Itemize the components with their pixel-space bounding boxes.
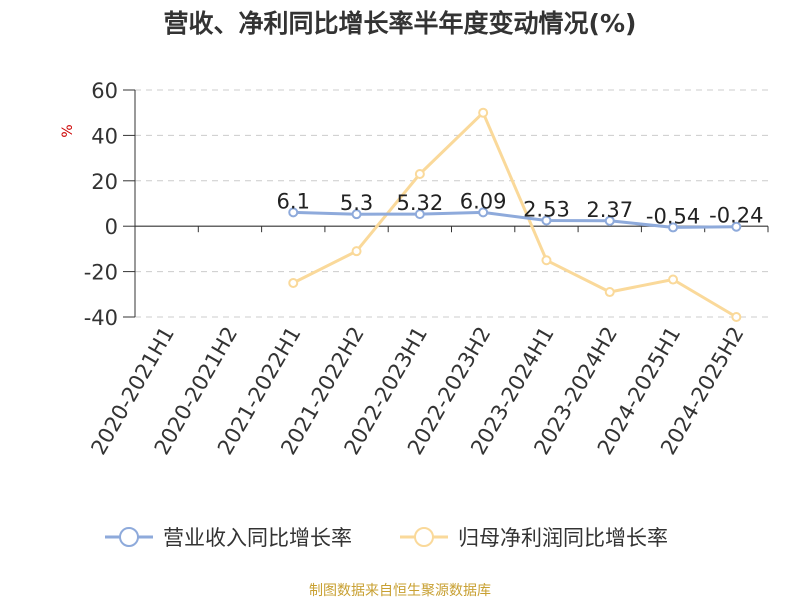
data-point [414, 168, 425, 179]
y-tick-label: 20 [91, 170, 118, 194]
data-point [668, 274, 679, 285]
data-point [288, 207, 299, 218]
y-tick-label: -40 [84, 306, 118, 330]
y-axis-label: % [60, 124, 76, 137]
data-point [288, 277, 299, 288]
axis-layer: 6040200-20-40%2020-2021H12020-2021H22021… [60, 79, 769, 459]
legend-marker [119, 527, 139, 547]
legend-marker [414, 527, 434, 547]
data-label: 2.53 [523, 197, 570, 221]
data-point [668, 222, 679, 233]
chart-title: 营收、净利同比增长率半年度变动情况(%) [163, 9, 637, 38]
data-point [731, 221, 742, 232]
data-point [541, 255, 552, 266]
legend-label: 营业收入同比增长率 [163, 526, 352, 550]
data-label: -0.24 [709, 204, 763, 228]
data-label: 5.32 [396, 191, 443, 215]
data-point [478, 107, 489, 118]
series-line [293, 210, 737, 229]
legend: 营业收入同比增长率 归母净利润同比增长率 [105, 526, 668, 550]
data-point [731, 312, 742, 322]
y-tick-label: 0 [105, 215, 118, 239]
source-note: 制图数据来自恒生聚源数据库 [309, 583, 491, 599]
data-point [414, 209, 425, 220]
data-label: 5.3 [340, 191, 373, 215]
y-tick-label: 40 [91, 124, 118, 148]
data-point [478, 207, 489, 218]
data-point [351, 209, 362, 220]
data-label: -0.54 [646, 204, 700, 228]
data-point [541, 215, 552, 226]
data-label: 6.1 [277, 189, 310, 213]
series-line [292, 111, 738, 319]
legend-label: 归母净利润同比增长率 [458, 526, 668, 550]
y-tick-label: -20 [84, 261, 118, 285]
data-point [604, 287, 615, 298]
data-label: 2.37 [586, 198, 633, 222]
y-tick-label: 60 [91, 79, 118, 103]
series-layer [288, 107, 742, 322]
label-layer: 6.1 5.3 5.32 6.09 2.53 2.37 -0.54 -0.24 [277, 189, 764, 228]
data-point [351, 246, 362, 257]
data-label: 6.09 [460, 189, 507, 213]
data-point [604, 215, 615, 226]
